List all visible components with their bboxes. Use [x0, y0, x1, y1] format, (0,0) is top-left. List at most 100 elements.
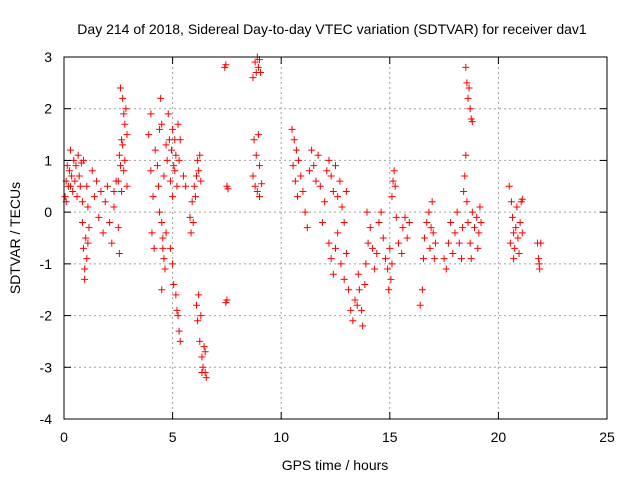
data-point — [253, 187, 261, 195]
data-point — [340, 218, 348, 226]
data-point — [512, 224, 520, 232]
data-point — [74, 151, 82, 159]
data-point — [510, 255, 518, 263]
data-point — [115, 151, 123, 159]
data-point — [189, 218, 197, 226]
data-point — [308, 146, 316, 154]
data-point — [197, 177, 205, 185]
data-point — [451, 229, 459, 237]
x-tick-label: 25 — [599, 429, 615, 445]
data-point — [359, 322, 367, 330]
data-point — [461, 172, 469, 180]
data-point — [156, 125, 164, 133]
data-point — [147, 110, 155, 118]
data-point — [108, 239, 116, 247]
data-point — [455, 239, 463, 247]
data-point — [151, 146, 159, 154]
data-point — [118, 187, 126, 195]
y-tick-label: -2 — [40, 308, 53, 324]
x-tick-label: 10 — [273, 429, 289, 445]
data-point — [116, 84, 124, 92]
data-point — [172, 151, 180, 159]
data-point — [67, 146, 75, 154]
data-point — [361, 281, 369, 289]
data-point — [121, 120, 129, 128]
data-point — [122, 105, 130, 113]
data-point — [338, 203, 346, 211]
data-point — [535, 260, 543, 268]
data-point — [390, 167, 398, 175]
data-point — [170, 281, 178, 289]
data-point — [373, 250, 381, 258]
data-point — [291, 177, 299, 185]
y-tick-label: 2 — [44, 101, 52, 117]
data-point — [353, 301, 361, 309]
data-point — [254, 63, 262, 71]
data-point — [292, 146, 300, 154]
data-point — [196, 151, 204, 159]
data-point — [65, 167, 73, 175]
data-point — [329, 270, 337, 278]
data-point — [301, 208, 309, 216]
data-point — [388, 260, 396, 268]
data-point — [462, 151, 470, 159]
data-points-layer — [61, 53, 545, 382]
data-point — [159, 234, 167, 242]
data-point — [121, 156, 129, 164]
data-point — [103, 182, 111, 190]
data-point — [505, 182, 513, 190]
data-point — [158, 286, 166, 294]
data-point — [336, 177, 344, 185]
data-point — [332, 244, 339, 252]
data-point — [72, 162, 80, 170]
data-point — [257, 69, 265, 77]
data-point — [198, 353, 206, 361]
data-point — [101, 198, 109, 206]
data-point — [61, 193, 69, 201]
data-point — [182, 182, 190, 190]
chart-title: Day 214 of 2018, Sidereal Day-to-day VTE… — [77, 21, 587, 37]
data-point — [114, 177, 122, 185]
data-point — [323, 167, 331, 175]
data-point — [97, 187, 105, 195]
data-point — [463, 79, 471, 87]
data-point — [297, 172, 305, 180]
data-point — [90, 193, 98, 201]
data-point — [405, 218, 413, 226]
data-point — [81, 275, 89, 283]
data-point — [427, 224, 435, 232]
data-point — [70, 156, 78, 164]
data-point — [78, 198, 86, 206]
data-point — [442, 265, 450, 273]
data-point — [160, 255, 168, 263]
data-point — [76, 182, 84, 190]
data-point — [252, 151, 260, 159]
data-point — [403, 234, 411, 242]
data-point — [476, 203, 484, 211]
data-point — [462, 63, 470, 71]
data-point — [166, 177, 174, 185]
data-point — [174, 312, 182, 320]
y-tick-label: -4 — [40, 411, 53, 427]
data-point — [314, 151, 322, 159]
data-point — [83, 182, 91, 190]
data-point — [176, 136, 184, 144]
data-point — [327, 172, 335, 180]
data-point — [186, 213, 194, 221]
data-point — [354, 270, 362, 278]
data-point — [329, 187, 337, 195]
data-point — [169, 260, 177, 268]
data-point — [332, 162, 339, 170]
data-point — [364, 239, 372, 247]
data-point — [191, 193, 199, 201]
data-point — [159, 244, 167, 252]
data-point — [444, 239, 452, 247]
data-point — [334, 229, 342, 237]
data-point — [467, 255, 475, 263]
data-point — [355, 286, 363, 294]
data-point — [161, 265, 169, 273]
data-point — [169, 125, 177, 133]
data-point — [288, 125, 296, 133]
